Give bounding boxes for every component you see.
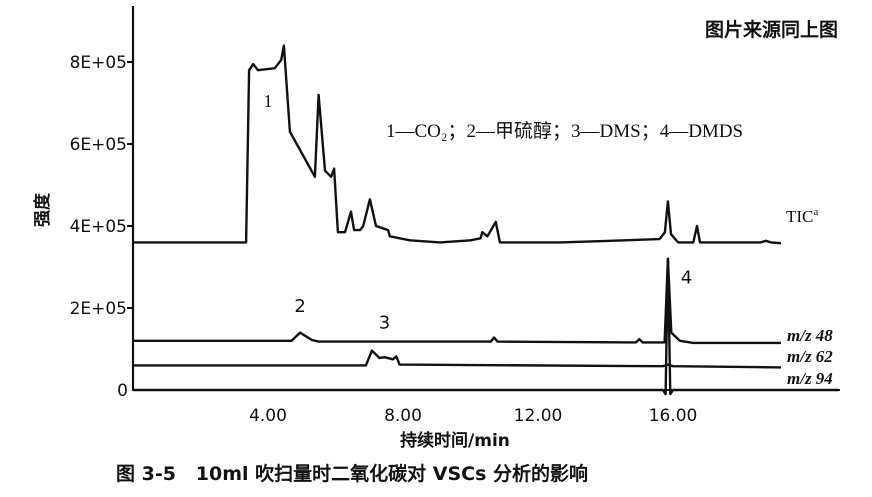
series-line-m-z-48 — [133, 257, 781, 345]
series-label: m/z 94 — [787, 369, 833, 388]
x-tick-label: 4.00 — [249, 406, 287, 426]
x-tick-label: 16.00 — [649, 406, 698, 426]
series-label: m/z 62 — [787, 347, 833, 366]
y-axis-label: 强度 — [32, 192, 53, 227]
y-tick-label: 8E+05 — [70, 53, 127, 73]
source-note: 图片来源同上图 — [705, 18, 838, 41]
series-line-m-z-62 — [133, 349, 782, 369]
x-axis-ticks: 4.00 8.00 12.00 16.00 — [249, 406, 697, 426]
y-tick-label: 2E+05 — [70, 299, 127, 319]
peak-label: 2 — [294, 296, 305, 317]
y-tick-label: 6E+05 — [70, 135, 127, 155]
y-tick-label: 4E+05 — [70, 217, 127, 237]
figure-caption: 图 3-5 10ml 吹扫量时二氧化碳对 VSCs 分析的影响 — [116, 462, 588, 485]
y-axis: 0 2E+05 4E+05 6E+05 8E+05 — [70, 6, 135, 401]
y-tick-label: 0 — [117, 381, 128, 401]
peak-label: 4 — [681, 267, 692, 288]
peak-label: 3 — [379, 313, 390, 334]
series-label: m/z 48 — [787, 326, 833, 345]
series-label: TICa — [786, 206, 818, 226]
x-axis-label: 持续时间/min — [400, 430, 510, 451]
series-line-tic — [133, 44, 782, 245]
series-line-m-z-94 — [133, 257, 839, 396]
x-tick-label: 12.00 — [514, 406, 563, 426]
peak-legend: 1—CO₂；2—甲硫醇；3—DMS；4—DMDS — [386, 120, 743, 142]
peak-label: 1 — [264, 91, 273, 111]
x-tick-label: 8.00 — [384, 406, 422, 426]
